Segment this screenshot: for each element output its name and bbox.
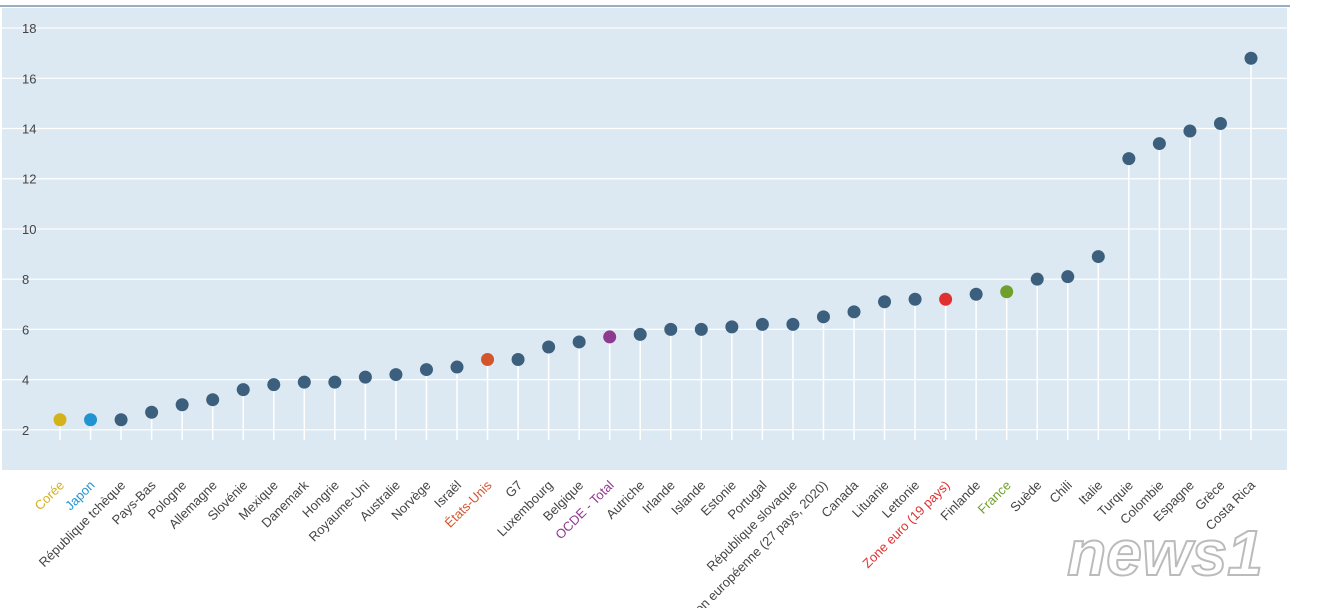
point xyxy=(145,405,159,419)
point xyxy=(236,383,250,397)
point xyxy=(633,327,647,341)
x-tick-label: France xyxy=(975,478,1014,517)
point xyxy=(786,317,800,331)
x-tick-label: Suède xyxy=(1007,478,1044,515)
y-tick-label: 2 xyxy=(22,423,29,438)
point xyxy=(755,317,769,331)
point xyxy=(1122,152,1136,166)
point xyxy=(542,340,556,354)
point xyxy=(84,413,98,427)
watermark: news1 xyxy=(1067,517,1263,589)
point xyxy=(206,393,220,407)
point xyxy=(572,335,586,349)
point xyxy=(53,413,67,427)
y-tick-label: 6 xyxy=(22,322,29,337)
point xyxy=(1213,117,1227,130)
point xyxy=(694,322,708,336)
point xyxy=(939,292,953,306)
point xyxy=(878,295,892,309)
y-tick-label: 10 xyxy=(22,222,36,237)
point xyxy=(603,330,617,344)
point xyxy=(114,413,128,427)
point xyxy=(297,375,311,389)
y-tick-label: 8 xyxy=(22,272,29,287)
point xyxy=(969,287,983,301)
point xyxy=(725,320,739,334)
y-tick-label: 18 xyxy=(22,21,36,36)
y-tick-label: 4 xyxy=(22,373,29,388)
point xyxy=(664,322,678,336)
x-tick-label: G7 xyxy=(502,478,525,501)
y-tick-label: 12 xyxy=(22,172,36,187)
point xyxy=(358,370,372,384)
point xyxy=(847,305,861,319)
point xyxy=(389,368,403,382)
point xyxy=(1091,250,1105,264)
point xyxy=(1061,270,1075,284)
point xyxy=(511,353,525,367)
point xyxy=(1244,51,1258,65)
x-tick-label: Corée xyxy=(31,478,67,514)
point xyxy=(1152,137,1166,151)
point xyxy=(419,363,433,377)
point xyxy=(1030,272,1044,286)
point xyxy=(816,310,830,324)
y-tick-label: 16 xyxy=(22,71,36,86)
point xyxy=(1183,124,1197,138)
point xyxy=(328,375,342,389)
point xyxy=(175,398,189,412)
point xyxy=(267,378,281,392)
point xyxy=(450,360,464,374)
point xyxy=(1000,285,1014,299)
plot-area xyxy=(2,8,1287,470)
point xyxy=(481,353,495,367)
x-tick-label: Chili xyxy=(1046,477,1075,506)
y-tick-label: 14 xyxy=(22,122,36,137)
point xyxy=(908,292,922,306)
